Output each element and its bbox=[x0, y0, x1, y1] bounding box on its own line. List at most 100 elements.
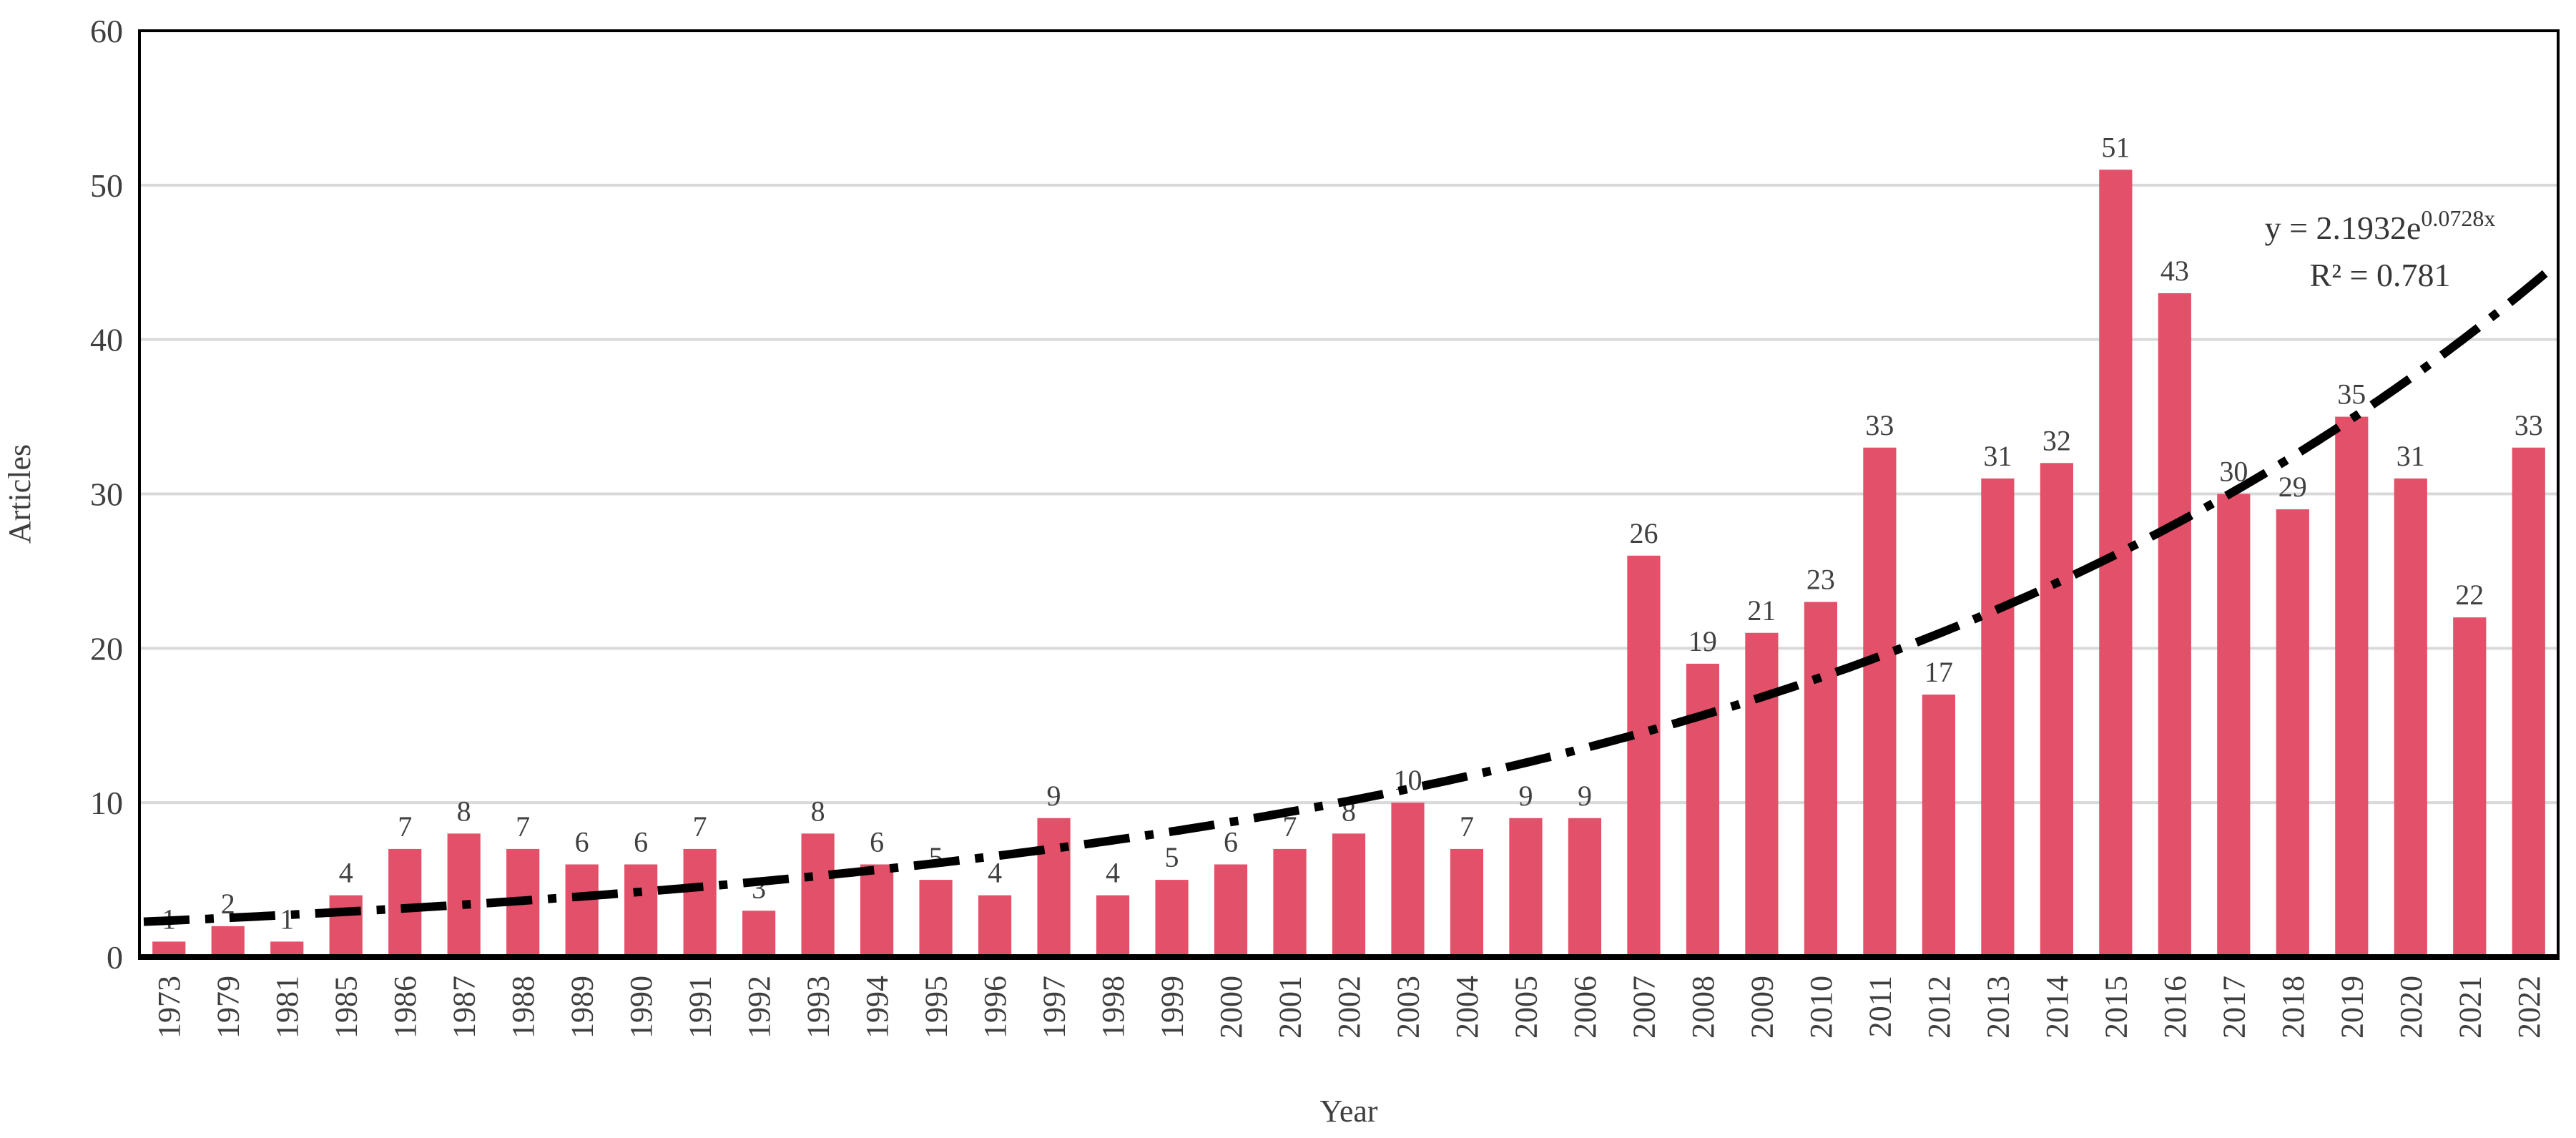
bar-label-2000: 6 bbox=[1224, 826, 1238, 858]
bar-label-2011: 33 bbox=[1865, 409, 1894, 441]
bar-label-1997: 9 bbox=[1047, 780, 1061, 812]
bar-1987 bbox=[447, 833, 481, 957]
bar-label-1994: 6 bbox=[870, 826, 884, 858]
bar-2012 bbox=[1922, 695, 1955, 957]
bar-2006 bbox=[1568, 818, 1602, 957]
bar-1990 bbox=[624, 864, 658, 957]
x-tick-label-2011: 2011 bbox=[1862, 976, 1897, 1037]
bar-2022 bbox=[2512, 447, 2545, 957]
x-tick-label-1973: 1973 bbox=[152, 976, 187, 1039]
bar-label-1986: 7 bbox=[398, 810, 412, 843]
exponential-trendline bbox=[143, 268, 2550, 926]
x-tick-label-1997: 1997 bbox=[1037, 976, 1072, 1039]
x-tick-label-2012: 2012 bbox=[1922, 976, 1957, 1039]
bar-1998 bbox=[1096, 895, 1130, 957]
bar-label-2009: 21 bbox=[1747, 594, 1776, 627]
bar-1995 bbox=[919, 880, 953, 957]
x-tick-label-2020: 2020 bbox=[2394, 976, 2429, 1039]
x-tick-label-1988: 1988 bbox=[506, 976, 541, 1039]
bar-label-1981: 1 bbox=[280, 903, 294, 935]
bar-2013 bbox=[1981, 478, 2015, 957]
x-tick-label-2004: 2004 bbox=[1450, 976, 1485, 1039]
x-tick-label-2021: 2021 bbox=[2452, 976, 2487, 1039]
bar-2002 bbox=[1332, 833, 1366, 957]
trendline-r-squared: R² = 0.781 bbox=[2310, 257, 2451, 293]
y-tick-label-10: 10 bbox=[90, 785, 123, 821]
bar-label-1991: 7 bbox=[693, 810, 707, 843]
x-tick-label-2022: 2022 bbox=[2512, 976, 2547, 1039]
x-tick-label-2009: 2009 bbox=[1744, 976, 1779, 1039]
bar-2005 bbox=[1509, 818, 1543, 957]
bar-1979 bbox=[211, 926, 245, 957]
x-tick-label-1996: 1996 bbox=[978, 976, 1013, 1039]
bar-2009 bbox=[1745, 632, 1779, 957]
x-tick-label-2018: 2018 bbox=[2276, 976, 2311, 1039]
bar-1994 bbox=[860, 864, 894, 957]
x-tick-label-1998: 1998 bbox=[1096, 976, 1131, 1039]
bar-label-2007: 26 bbox=[1629, 517, 1658, 549]
x-tick-label-1993: 1993 bbox=[801, 976, 836, 1039]
bar-label-1995: 5 bbox=[929, 841, 943, 873]
bar-2021 bbox=[2453, 617, 2487, 957]
x-tick-label-2005: 2005 bbox=[1508, 976, 1543, 1039]
bar-label-1979: 2 bbox=[221, 888, 235, 920]
bar-label-2003: 10 bbox=[1393, 764, 1422, 796]
bar-1993 bbox=[801, 833, 835, 957]
x-tick-label-1990: 1990 bbox=[624, 976, 659, 1039]
bar-label-2001: 7 bbox=[1283, 810, 1297, 843]
equation-base: y = 2.1932e bbox=[2265, 210, 2422, 246]
x-tick-label-2001: 2001 bbox=[1273, 976, 1308, 1039]
y-tick-label-20: 20 bbox=[90, 630, 123, 667]
x-tick-label-1989: 1989 bbox=[565, 976, 600, 1039]
bar-1986 bbox=[388, 848, 422, 957]
bar-2018 bbox=[2276, 509, 2309, 957]
y-tick-label-60: 60 bbox=[90, 13, 123, 49]
bar-2004 bbox=[1450, 848, 1484, 957]
y-axis-title: Articles bbox=[2, 444, 37, 544]
bar-label-1996: 4 bbox=[988, 857, 1002, 889]
bar-label-1987: 8 bbox=[457, 795, 471, 827]
bar-1992 bbox=[742, 911, 776, 957]
bars bbox=[152, 170, 2545, 958]
trendline-equation: y = 2.1932e0.0728x bbox=[2265, 205, 2496, 246]
bar-label-1999: 5 bbox=[1165, 841, 1179, 873]
bar-label-1990: 6 bbox=[634, 826, 648, 858]
bar-1999 bbox=[1155, 880, 1189, 957]
x-tick-label-1992: 1992 bbox=[742, 976, 777, 1039]
bar-label-2014: 32 bbox=[2042, 424, 2071, 456]
bar-label-2013: 31 bbox=[1983, 440, 2012, 472]
bar-label-2020: 31 bbox=[2396, 440, 2425, 472]
x-tick-label-2015: 2015 bbox=[2098, 976, 2133, 1039]
bar-2003 bbox=[1391, 803, 1425, 957]
bar-2001 bbox=[1273, 848, 1307, 957]
x-tick-label-2003: 2003 bbox=[1390, 976, 1425, 1039]
bar-label-2006: 9 bbox=[1578, 780, 1592, 812]
equation-exponent: 0.0728x bbox=[2421, 205, 2495, 231]
x-tick-label-2007: 2007 bbox=[1626, 976, 1661, 1039]
bar-2011 bbox=[1863, 447, 1897, 957]
x-tick-label-1994: 1994 bbox=[860, 976, 895, 1039]
bar-2020 bbox=[2394, 478, 2427, 957]
y-tick-label-30: 30 bbox=[90, 476, 123, 513]
bar-1991 bbox=[683, 848, 717, 957]
bar-2016 bbox=[2158, 293, 2191, 958]
bar-label-2005: 9 bbox=[1518, 780, 1533, 812]
x-tick-label-1991: 1991 bbox=[683, 976, 718, 1039]
bar-label-1985: 4 bbox=[339, 857, 353, 889]
x-tick-label-1981: 1981 bbox=[270, 976, 305, 1039]
x-tick-label-1999: 1999 bbox=[1155, 976, 1190, 1039]
bar-1985 bbox=[329, 895, 363, 957]
bar-label-2008: 19 bbox=[1688, 625, 1717, 657]
x-tick-label-2017: 2017 bbox=[2216, 976, 2251, 1039]
x-tick-label-2000: 2000 bbox=[1214, 976, 1249, 1039]
bar-label-2016: 43 bbox=[2160, 255, 2189, 287]
bar-2014 bbox=[2040, 463, 2073, 957]
x-tick-label-2016: 2016 bbox=[2158, 976, 2193, 1039]
bar-label-1998: 4 bbox=[1106, 857, 1120, 889]
x-tick-label-2002: 2002 bbox=[1332, 976, 1367, 1039]
x-axis-tick-labels: 1973 1979 1981 1985 1986 1987 1988 1989 1990 1991… bbox=[152, 976, 2547, 1039]
y-tick-label-50: 50 bbox=[90, 167, 123, 204]
bar-2000 bbox=[1214, 864, 1248, 957]
bar-1997 bbox=[1037, 818, 1071, 957]
